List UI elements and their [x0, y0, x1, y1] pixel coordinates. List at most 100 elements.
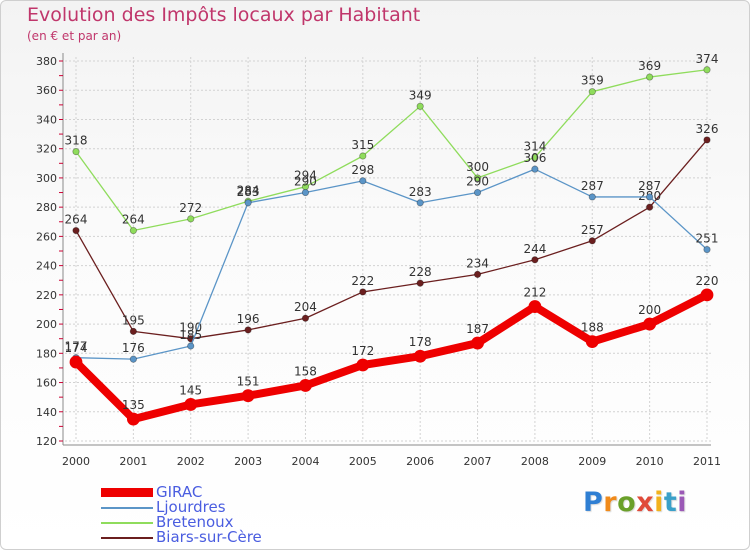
legend-swatch-ljourdres	[101, 507, 153, 509]
proxiti-logo: Proxiti	[583, 487, 687, 518]
y-tick-label: 220	[36, 289, 57, 302]
data-label-2: 284	[237, 183, 260, 197]
data-label-0: 145	[179, 383, 202, 397]
data-point-1	[416, 199, 424, 207]
data-label-2: 369	[638, 59, 661, 73]
y-tick-label: 260	[36, 230, 57, 243]
data-point-2	[703, 66, 711, 74]
data-point-1	[473, 188, 482, 197]
logo-letter: t	[663, 487, 678, 518]
data-label-1: 290	[466, 175, 489, 189]
legend-swatch-bretenoux	[101, 522, 153, 524]
data-label-3: 257	[581, 223, 604, 237]
y-tick-label: 240	[36, 260, 57, 273]
logo-letter: r	[603, 487, 618, 518]
data-label-0: 212	[523, 286, 546, 300]
data-label-2: 359	[581, 74, 604, 88]
data-point-0	[69, 355, 83, 369]
data-point-1	[531, 165, 539, 173]
x-tick-label: 2005	[349, 455, 377, 468]
legend-swatch-girac	[101, 488, 153, 497]
x-tick-label: 2008	[521, 455, 549, 468]
legend-label: Bretenoux	[156, 513, 234, 531]
logo-letter: o	[617, 487, 637, 518]
data-label-1: 283	[237, 185, 260, 199]
x-tick-label: 2006	[406, 455, 434, 468]
data-point-0	[356, 358, 370, 372]
data-point-1	[301, 188, 310, 197]
data-point-2	[129, 226, 137, 235]
data-point-3	[703, 136, 711, 144]
data-point-2	[416, 102, 424, 110]
y-tick-label: 340	[36, 113, 57, 126]
data-point-2	[588, 88, 596, 96]
data-label-0: 172	[351, 344, 374, 358]
data-label-2: 318	[65, 134, 88, 148]
data-label-3: 196	[237, 312, 260, 326]
data-point-3	[416, 279, 424, 287]
y-tick-label: 380	[36, 55, 57, 68]
data-point-0	[471, 336, 484, 350]
data-point-0	[528, 300, 542, 313]
data-label-3: 228	[409, 265, 432, 279]
data-label-1: 283	[409, 185, 432, 199]
data-point-1	[588, 193, 596, 201]
y-tick-label: 140	[36, 406, 57, 419]
data-point-1	[359, 177, 367, 185]
data-label-0: 220	[696, 274, 719, 288]
data-point-3	[473, 270, 482, 278]
data-label-1: 251	[696, 232, 719, 246]
data-point-3	[244, 326, 252, 334]
data-label-3: 195	[122, 313, 145, 327]
data-point-2	[359, 152, 367, 160]
data-label-0: 187	[466, 322, 489, 336]
data-point-0	[700, 288, 714, 302]
logo-letter: i	[677, 487, 688, 518]
legend-label: GIRAC	[156, 483, 203, 501]
y-tick-label: 120	[36, 435, 57, 448]
y-tick-label: 200	[36, 318, 57, 331]
data-label-0: 188	[581, 321, 604, 335]
data-point-2	[473, 174, 482, 182]
data-point-1	[187, 342, 195, 350]
data-point-2	[531, 153, 539, 162]
data-point-0	[241, 389, 255, 403]
logo-letter: x	[636, 487, 655, 518]
data-label-1: 287	[638, 179, 661, 193]
data-point-3	[588, 237, 596, 245]
logo-letter: i	[654, 487, 664, 518]
data-label-2: 314	[523, 139, 546, 153]
data-label-0: 174	[65, 341, 88, 355]
y-tick-label: 280	[36, 201, 57, 214]
x-tick-label: 2002	[177, 455, 205, 468]
data-point-0	[585, 335, 599, 349]
data-point-3	[531, 256, 539, 264]
data-point-3	[301, 314, 310, 322]
data-label-3: 264	[65, 213, 88, 227]
series-line-2	[75, 69, 708, 232]
legend-label: Biars-sur-Cère	[156, 528, 262, 546]
x-tick-label: 2000	[62, 455, 90, 468]
data-point-2	[72, 148, 80, 156]
data-point-0	[126, 412, 140, 426]
series-line-0	[72, 290, 711, 424]
data-label-3: 234	[466, 256, 489, 270]
data-point-0	[413, 349, 427, 363]
data-label-2: 300	[466, 160, 489, 174]
data-label-3: 204	[294, 300, 317, 314]
x-tick-label: 2003	[234, 455, 262, 468]
data-point-0	[184, 398, 198, 411]
data-point-3	[359, 288, 367, 296]
data-label-1: 287	[581, 179, 604, 193]
data-label-0: 200	[638, 303, 661, 317]
data-label-1: 306	[523, 151, 546, 165]
data-label-2: 264	[122, 213, 145, 227]
y-tick-label: 360	[36, 84, 57, 97]
data-point-1	[129, 355, 137, 363]
y-tick-label: 300	[36, 172, 57, 185]
data-point-1	[703, 245, 711, 254]
data-label-2: 349	[409, 88, 432, 102]
chart-subtitle: (en € et par an)	[27, 29, 122, 43]
data-label-0: 158	[294, 364, 317, 378]
x-tick-label: 2001	[119, 455, 147, 468]
